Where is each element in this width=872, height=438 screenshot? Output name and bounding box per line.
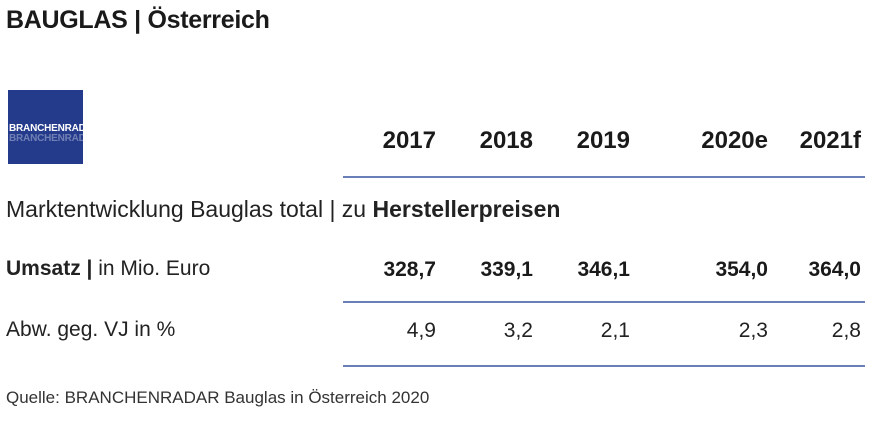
cell-umsatz-2019: 346,1 [577,258,630,281]
cell-umsatz-2021f: 364,0 [808,258,861,281]
cell-umsatz-2018: 339,1 [480,258,533,281]
header-divider [343,176,865,178]
cell-umsatz-2020e: 354,0 [715,258,768,281]
row-divider [343,301,865,303]
cell-abw-2017: 4,9 [406,319,436,342]
cell-abw-2019: 2,1 [600,319,630,342]
cell-abw-2020e: 2,3 [738,319,768,342]
cell-umsatz-2017: 328,7 [383,258,436,281]
year-header-2020e: 2020e [701,127,768,154]
year-header-2021f: 2021f [799,127,861,154]
section-title: Marktentwicklung Bauglas total | zu Hers… [6,196,561,222]
cell-abw-2018: 3,2 [503,319,533,342]
row-label-umsatz: Umsatz | in Mio. Euro [6,257,211,280]
row-label-abweichung: Abw. geg. VJ in % [6,318,176,341]
source-note: Quelle: BRANCHENRADAR Bauglas in Österre… [6,388,430,407]
table-bottom-divider [343,365,865,367]
cell-abw-2021f: 2,8 [831,319,861,342]
logo-wordmark-reflection: BRANCHENRADAR [9,133,83,144]
year-header-2019: 2019 [576,127,630,154]
page-title: BAUGLAS | Österreich [6,6,270,34]
branchenradar-logo: BRANCHENRADAR BRANCHENRADAR [8,90,83,164]
year-header-2017: 2017 [382,127,436,154]
year-header-2018: 2018 [479,127,533,154]
logo-wordmark: BRANCHENRADAR [9,123,83,134]
